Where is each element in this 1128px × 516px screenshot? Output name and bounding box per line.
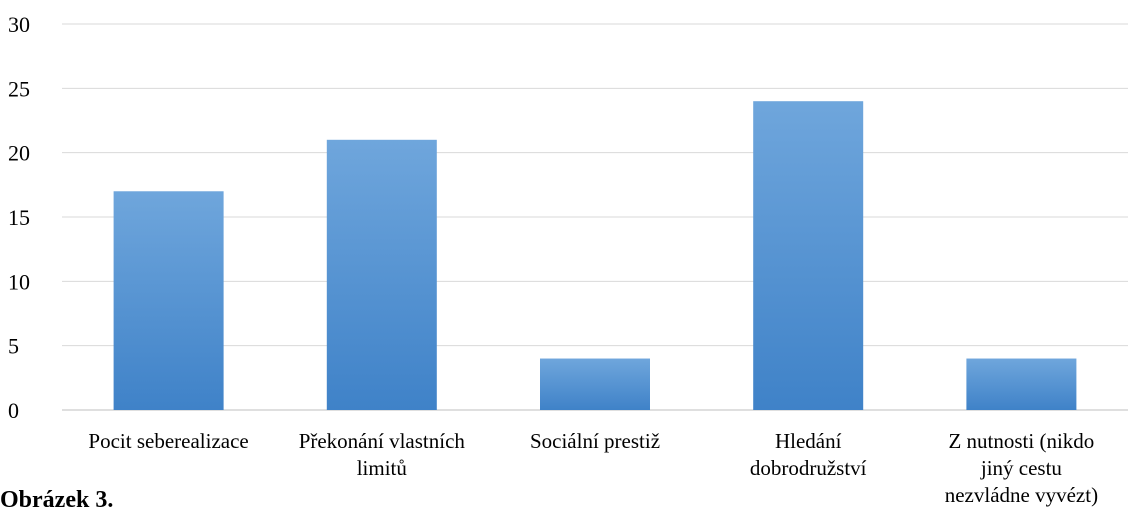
y-tick-label: 10 bbox=[8, 269, 30, 294]
gridlines bbox=[62, 23, 1128, 411]
bars bbox=[113, 101, 1077, 411]
x-category-label: Překonání vlastních limitů bbox=[299, 429, 466, 480]
figure-caption: Obrázek 3. bbox=[0, 487, 114, 513]
y-tick-label: 20 bbox=[8, 141, 30, 166]
y-tick-label: 0 bbox=[8, 398, 19, 423]
y-tick-label: 15 bbox=[8, 205, 30, 230]
x-axis-category-labels: Pocit seberealizace Překonání vlastních li… bbox=[88, 429, 1098, 507]
bar bbox=[966, 358, 1077, 410]
x-category-label: Z nutnosti (nikdo jiný cestu nezvládne vyv… bbox=[945, 429, 1098, 507]
x-category-label: Pocit seberealizace bbox=[88, 429, 248, 453]
y-axis-tick-labels: 0 5 10 15 20 25 30 bbox=[8, 12, 30, 423]
bar bbox=[113, 191, 224, 410]
y-tick-label: 25 bbox=[8, 76, 30, 101]
x-category-label: Sociální prestiž bbox=[530, 429, 660, 453]
bar bbox=[540, 358, 650, 410]
x-category-label: Hledání dobrodružství bbox=[750, 429, 867, 480]
bar bbox=[326, 139, 437, 411]
y-tick-label: 5 bbox=[8, 334, 19, 359]
y-tick-label: 30 bbox=[8, 12, 30, 37]
bar bbox=[753, 101, 864, 410]
